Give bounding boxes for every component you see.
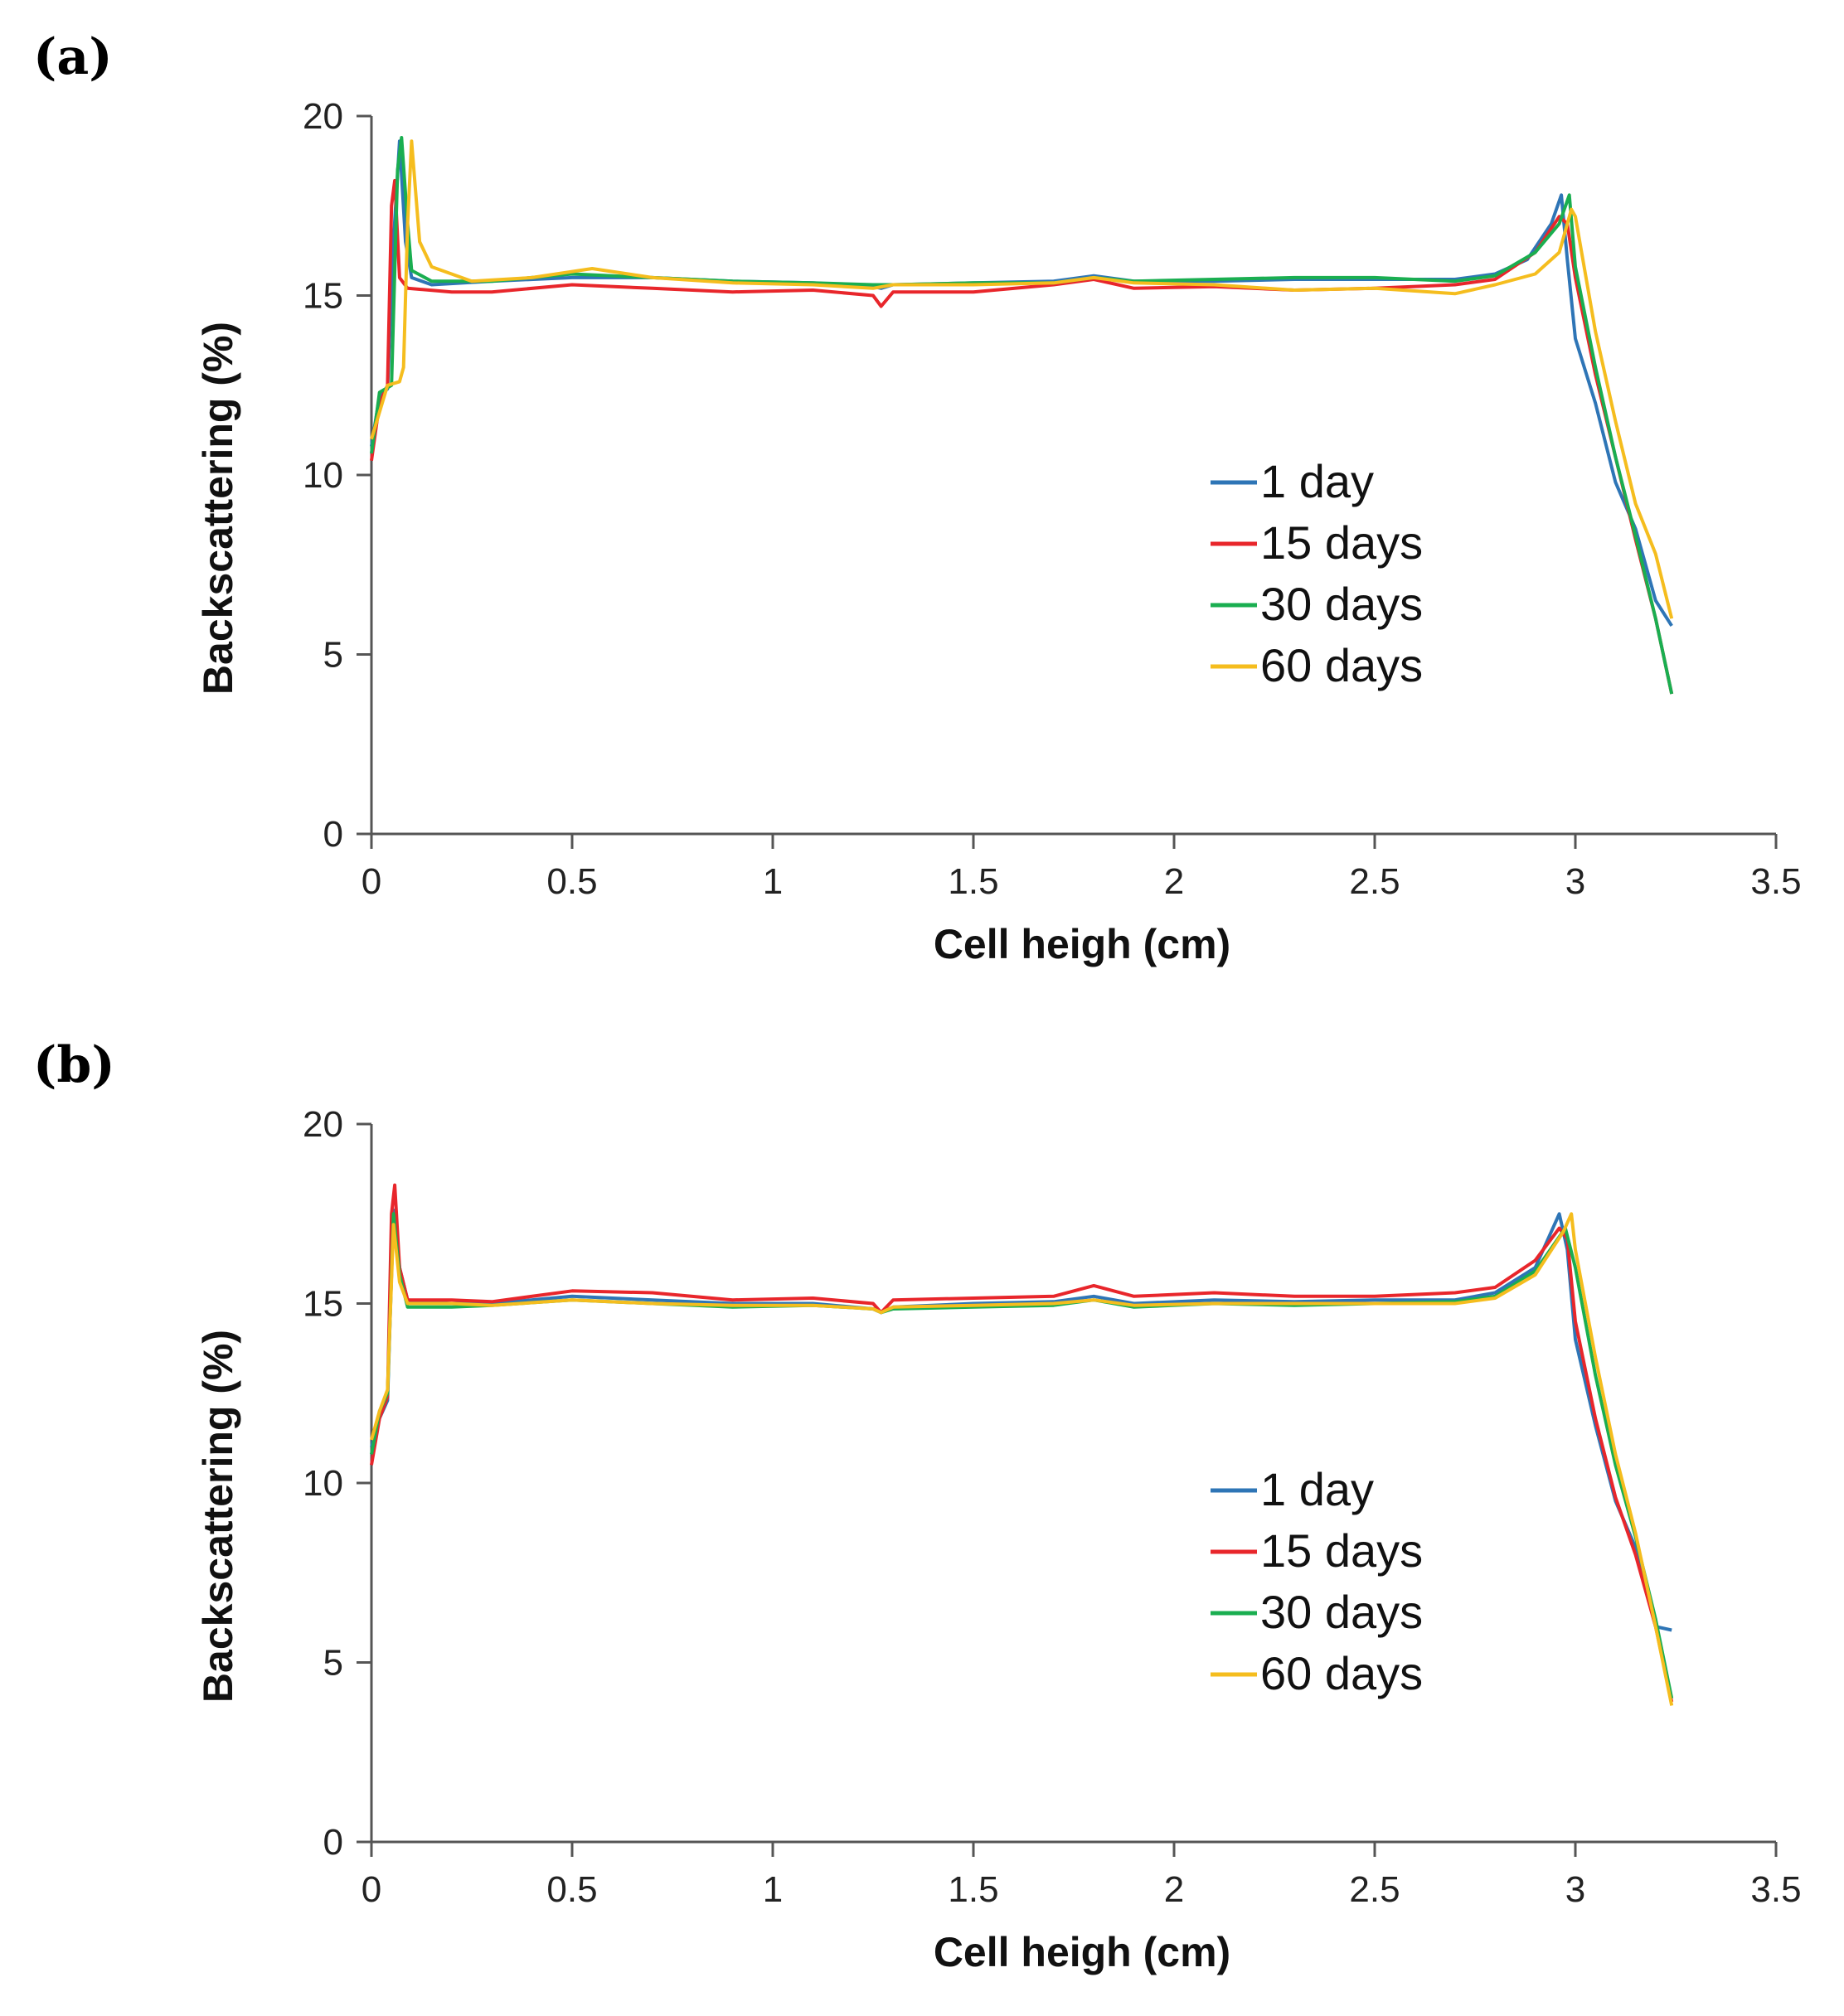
legend-label: 60 days [1260, 639, 1423, 691]
x-tick-label: 1.5 [948, 1869, 998, 1910]
series-line-4 [370, 139, 1674, 619]
panel-label-b: (b) [33, 1036, 115, 1094]
x-tick-label: 0 [362, 1869, 381, 1910]
x-tick-label: 3.5 [1750, 1869, 1801, 1910]
series-line-2 [370, 1183, 1674, 1703]
line-chart-b: 0 5 10 15 20 0 0.5 1 1.5 2 2.5 3 3.5 Cell heigh (cm) B… [195, 1104, 1802, 1975]
x-tick-label: 2 [1164, 861, 1184, 902]
y-tick-label: 5 [323, 635, 343, 676]
y-tick-label: 15 [303, 1284, 343, 1325]
x-tick-label: 3 [1565, 1869, 1585, 1910]
series-line-2 [370, 178, 1674, 695]
series-line-1 [370, 1208, 1672, 1632]
x-tick-label: 2.5 [1349, 861, 1400, 902]
x-tick-label: 0.5 [546, 861, 597, 902]
series-line-3 [370, 136, 1674, 695]
legend-label: 1 day [1260, 455, 1374, 507]
chart-panel-a: (a) 0 5 10 15 20 0 0.5 1 1.5 2 2.5 3 3.5 Cell heigh (… [33, 28, 1802, 967]
y-axis-title: Backscattering (%) [195, 1330, 241, 1703]
legend-label: 1 day [1260, 1463, 1374, 1515]
y-axis-title: Backscattering (%) [195, 322, 241, 695]
legend-label: 15 days [1260, 516, 1423, 569]
x-tick-label: 3.5 [1750, 861, 1801, 902]
x-tick-label: 1 [763, 1869, 783, 1910]
legend-label: 30 days [1260, 1586, 1423, 1638]
chart-panel-b: (b) 0 5 10 15 20 0 0.5 1 1.5 2 2.5 3 3.5 Cell heigh (… [0, 1008, 1844, 2016]
x-tick-label: 1 [763, 861, 783, 902]
legend-label: 30 days [1260, 578, 1423, 630]
series-line-4 [370, 1212, 1674, 1706]
x-tick-label: 2.5 [1349, 1869, 1400, 1910]
line-chart-a: 0 5 10 15 20 0 0.5 1 1.5 2 2.5 3 3.5 Cell heigh (cm) B… [195, 96, 1802, 967]
x-axis-title: Cell heigh (cm) [934, 921, 1230, 967]
series-line-1 [370, 139, 1673, 627]
legend-label: 60 days [1260, 1647, 1423, 1699]
series-line-3 [370, 1212, 1674, 1699]
y-tick-label: 0 [323, 1822, 343, 1863]
y-tick-label: 20 [303, 96, 343, 137]
x-tick-label: 0 [362, 861, 381, 902]
x-tick-label: 3 [1565, 861, 1585, 902]
y-tick-label: 20 [303, 1104, 343, 1145]
y-tick-label: 5 [323, 1643, 343, 1684]
y-tick-label: 10 [303, 455, 343, 496]
x-tick-label: 0.5 [546, 1869, 597, 1910]
legend-label: 15 days [1260, 1524, 1423, 1577]
x-tick-label: 1.5 [948, 861, 998, 902]
y-tick-label: 15 [303, 276, 343, 317]
y-tick-label: 0 [323, 814, 343, 855]
x-axis-title: Cell heigh (cm) [934, 1929, 1230, 1975]
y-tick-label: 10 [303, 1463, 343, 1504]
panel-label-a: (a) [33, 28, 113, 86]
x-tick-label: 2 [1164, 1869, 1184, 1910]
